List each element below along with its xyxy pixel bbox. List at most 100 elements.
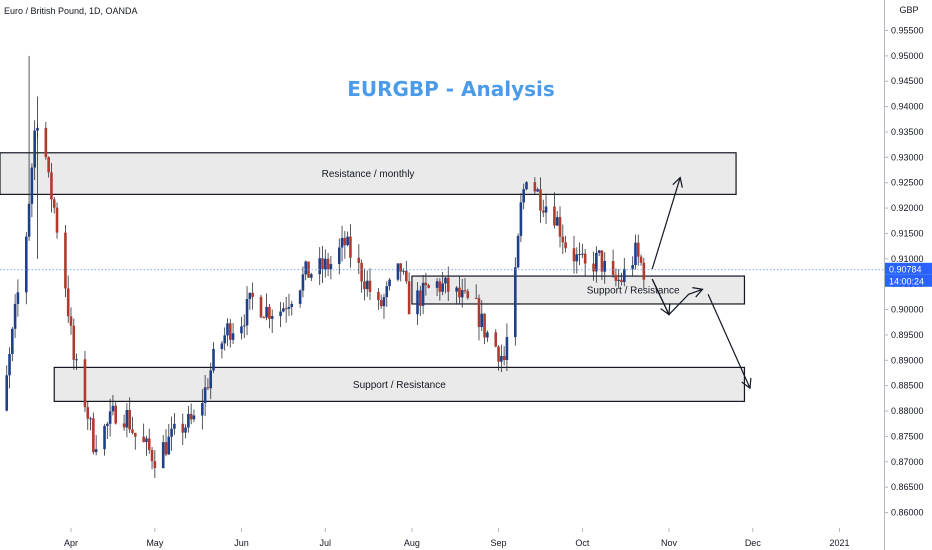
candle-body: [603, 261, 607, 272]
x-tick-label: Oct: [575, 538, 590, 548]
candle-body: [125, 409, 129, 428]
candle-body: [181, 423, 185, 433]
candle-body: [262, 317, 266, 319]
candle-body: [128, 409, 131, 430]
candle-body: [318, 258, 322, 275]
candle-body: [600, 250, 604, 272]
chart-title: EURGBP - Analysis: [347, 77, 555, 101]
candle-body: [418, 290, 422, 306]
candle-body: [24, 236, 28, 293]
x-tick-label: 2021: [829, 538, 849, 548]
candle-body: [228, 323, 232, 340]
y-tick-label: 0.94000: [891, 102, 924, 112]
y-tick-label: 0.88000: [891, 406, 924, 416]
candle-body: [270, 316, 274, 319]
y-tick-label: 0.89000: [891, 355, 924, 365]
candle-body: [209, 370, 213, 389]
y-tick-label: 0.93500: [891, 127, 924, 137]
x-tick-label: Apr: [64, 538, 78, 548]
candle-body: [363, 281, 366, 290]
candle-body: [290, 303, 294, 307]
zone-2: [53, 366, 746, 402]
y-axis-ticks: 0.95500 0.95000 0.94500 0.94000 0.93500 0.930…: [884, 26, 924, 518]
candle-body: [329, 264, 333, 270]
candle-body: [494, 332, 498, 347]
y-tick-label: 0.93000: [891, 152, 924, 162]
candle-body: [231, 333, 235, 340]
candle-body: [622, 268, 626, 283]
candle-body: [614, 274, 618, 281]
candle-body: [242, 325, 246, 327]
candle-body: [357, 257, 361, 263]
candle-body: [13, 303, 17, 329]
y-tick-label: 0.95500: [891, 26, 924, 36]
candle-body: [427, 285, 430, 288]
candle-body: [522, 189, 525, 203]
y-tick-label: 0.90000: [891, 305, 924, 315]
candle-body: [634, 242, 637, 266]
candle-body: [446, 277, 450, 292]
candle-body: [553, 206, 556, 226]
candle-body: [111, 405, 115, 412]
candle-body: [226, 323, 229, 336]
candle-body: [33, 130, 36, 168]
zone-1: [411, 275, 746, 305]
candle-body: [500, 356, 503, 362]
candle-body: [617, 279, 621, 281]
candle-body: [30, 167, 34, 204]
currency-label: GBP: [899, 5, 918, 15]
candle-body: [122, 423, 126, 428]
candle-body: [187, 413, 190, 428]
countdown-box: [885, 274, 932, 287]
candle-body: [321, 258, 324, 270]
y-tick-label: 0.91000: [891, 254, 924, 264]
candle-body: [455, 287, 458, 292]
candle-body: [572, 248, 576, 262]
candle-body: [212, 348, 215, 371]
candle-body: [147, 438, 151, 450]
candle-body: [203, 387, 207, 404]
candle-body: [611, 261, 615, 275]
candle-body: [279, 311, 282, 317]
candle-body: [94, 449, 98, 453]
candle-body: [282, 308, 285, 312]
candle-body: [444, 277, 447, 284]
candle-body: [223, 335, 226, 344]
candle-body: [192, 415, 196, 420]
candle-body: [153, 461, 157, 469]
candle-body: [421, 282, 425, 306]
x-tick-label: Jul: [320, 538, 332, 548]
candle-body: [365, 280, 369, 290]
candle-body: [268, 306, 271, 319]
candle-body: [525, 182, 528, 190]
candle-body: [323, 258, 327, 270]
candle-body: [460, 290, 464, 298]
candle-body: [581, 253, 584, 255]
candle-body: [349, 236, 352, 258]
last-price-badge: 0.90784 14:00:24: [885, 262, 932, 287]
candle-body: [161, 442, 165, 469]
candle-body: [346, 236, 349, 246]
candle-body: [343, 237, 347, 246]
candle-body: [597, 250, 601, 253]
candle-body: [44, 127, 48, 158]
candle-body: [402, 270, 405, 272]
candle-body: [173, 423, 176, 429]
candle-body: [477, 298, 481, 328]
candle-body: [636, 242, 640, 257]
y-tick-label: 0.95000: [891, 51, 924, 61]
candle-body: [583, 253, 587, 264]
candle-body: [486, 332, 489, 338]
candle-body: [167, 436, 171, 455]
candle-body: [463, 290, 467, 292]
candle-body: [595, 252, 598, 272]
x-tick-label: May: [146, 538, 164, 548]
candle-body: [310, 274, 313, 278]
candle-body: [52, 199, 56, 208]
candle-body: [360, 262, 363, 282]
candle-body: [407, 281, 411, 315]
candle-body: [142, 436, 145, 443]
candle-body: [631, 265, 634, 269]
